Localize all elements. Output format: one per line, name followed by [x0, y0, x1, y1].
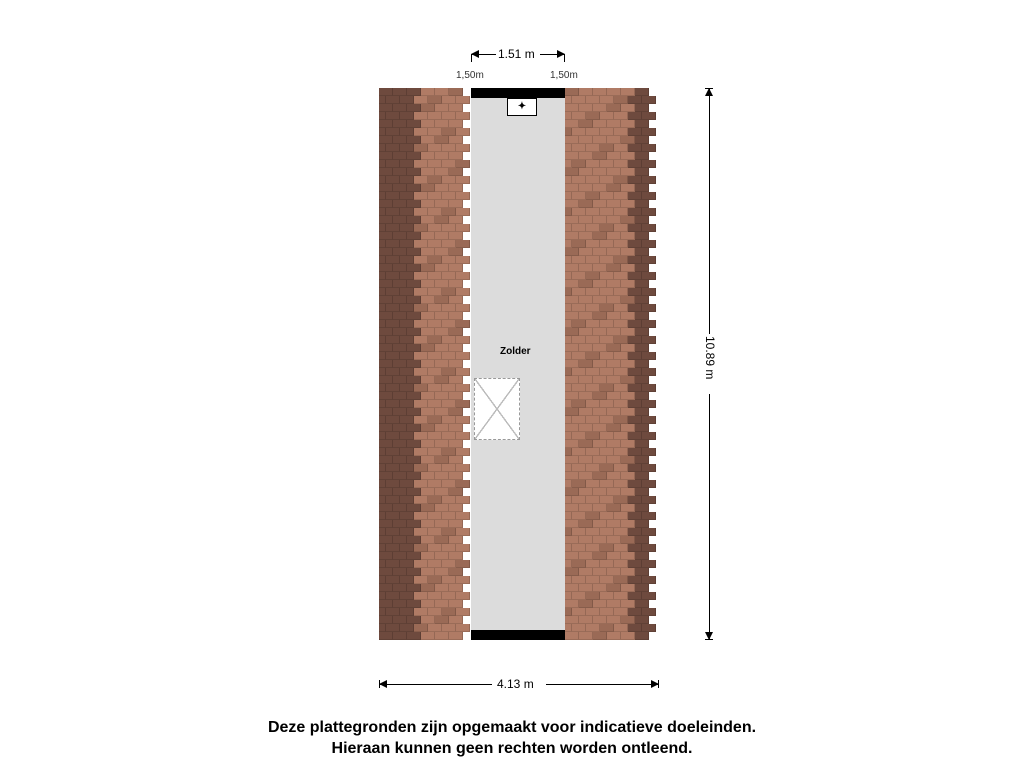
room-label: Zolder [500, 346, 531, 357]
dim-top-text: 1.51 m [498, 47, 535, 61]
dim-arrow-icon [705, 88, 713, 96]
height-label-right: 1,50m [550, 70, 578, 81]
dim-tick [658, 680, 659, 688]
floorplan-canvas: ✦ Zolder 1,50m 1,50m 1.51 m 4.13 m 10.89… [0, 0, 1024, 768]
dim-arrow-icon [379, 680, 387, 688]
dim-bottom-text: 4.13 m [497, 677, 534, 691]
attic-corridor [471, 88, 565, 640]
roof-vent: ✦ [507, 98, 537, 116]
dim-bottom-line [546, 684, 659, 685]
dim-right-text: 10.89 m [703, 336, 717, 379]
dim-right-line [709, 88, 710, 334]
wall-top [471, 88, 565, 98]
caption: Deze plattegronden zijn opgemaakt voor i… [0, 718, 1024, 760]
dim-tick [705, 88, 713, 89]
dim-tick [564, 54, 565, 62]
height-label-left: 1,50m [456, 70, 484, 81]
caption-line-2: Hieraan kunnen geen rechten worden ontle… [0, 739, 1024, 760]
dim-arrow-icon [471, 50, 479, 58]
vent-icon: ✦ [518, 102, 526, 112]
stair-hatch [474, 378, 520, 440]
dim-right-line [709, 394, 710, 640]
dim-tick [471, 54, 472, 62]
dim-tick [705, 639, 713, 640]
roof-left [379, 88, 471, 640]
wall-bottom [471, 630, 565, 640]
caption-line-1: Deze plattegronden zijn opgemaakt voor i… [0, 718, 1024, 739]
dim-bottom-line [379, 684, 492, 685]
roof-right [565, 88, 659, 640]
dim-tick [379, 680, 380, 688]
